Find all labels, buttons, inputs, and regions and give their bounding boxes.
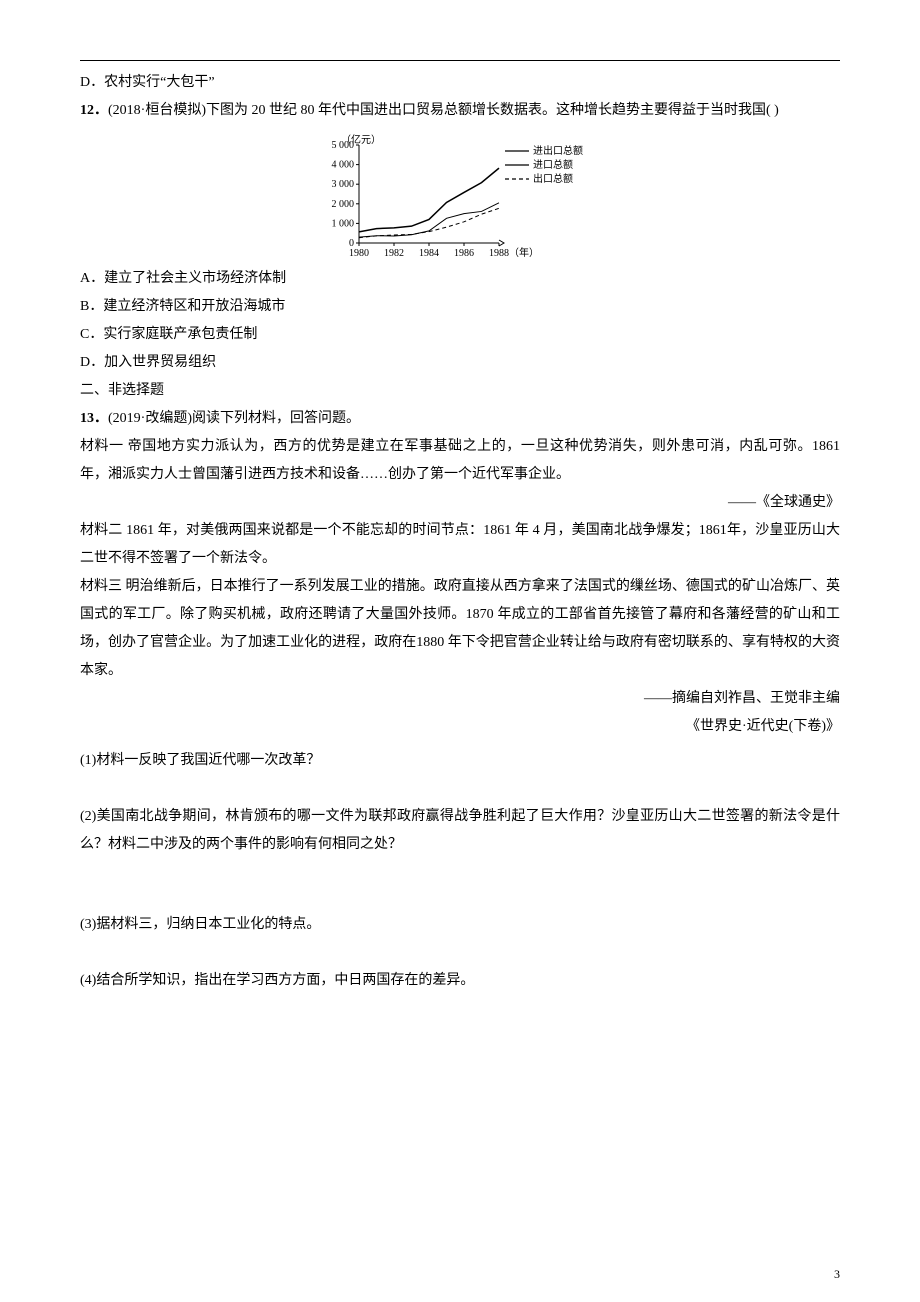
q12-text: (2018·桓台模拟)下图为 20 世纪 80 年代中国进出口贸易总额增长数据表…	[108, 103, 779, 118]
svg-text:1986: 1986	[454, 248, 474, 259]
q13-sub3: (3)据材料三，归纳日本工业化的特点。	[80, 911, 840, 939]
q13-sub2: (2)美国南北战争期间，林肯颁布的哪一文件为联邦政府赢得战争胜利起了巨大作用？沙…	[80, 803, 840, 859]
svg-text:3 000: 3 000	[332, 179, 355, 190]
svg-text:1980: 1980	[349, 248, 369, 259]
q12-option-a: A．建立了社会主义市场经济体制	[80, 265, 840, 293]
chart-container: （亿元）01 0002 0003 0004 0005 0001980198219…	[80, 131, 840, 261]
q13-number: 13．	[80, 411, 108, 426]
q12-number: 12．	[80, 103, 108, 118]
svg-text:5 000: 5 000	[332, 140, 355, 151]
q13-sub1: (1)材料一反映了我国近代哪一次改革？	[80, 747, 840, 775]
q13-stem: 13．(2019·改编题)阅读下列材料，回答问题。	[80, 405, 840, 433]
svg-text:进出口总额: 进出口总额	[533, 144, 583, 157]
material-1-source: ——《全球通史》	[80, 489, 840, 517]
q11-option-d: D．农村实行“大包干”	[80, 69, 840, 97]
material-2: 材料二 1861 年，对美俄两国来说都是一个不能忘却的时间节点：1861 年 4…	[80, 517, 840, 573]
material-3-source-2: 《世界史·近代史(下卷)》	[80, 713, 840, 741]
svg-text:1982: 1982	[384, 248, 404, 259]
svg-text:1988: 1988	[489, 248, 509, 259]
q12-option-c: C．实行家庭联产承包责任制	[80, 321, 840, 349]
svg-text:1 000: 1 000	[332, 218, 355, 229]
trade-line-chart: （亿元）01 0002 0003 0004 0005 0001980198219…	[305, 131, 615, 261]
material-3: 材料三 明治维新后，日本推行了一系列发展工业的措施。政府直接从西方拿来了法国式的…	[80, 573, 840, 685]
svg-text:4 000: 4 000	[332, 160, 355, 171]
material-1: 材料一 帝国地方实力派认为，西方的优势是建立在军事基础之上的，一旦这种优势消失，…	[80, 433, 840, 489]
section-2-heading: 二、非选择题	[80, 377, 840, 405]
page: D．农村实行“大包干” 12．(2018·桓台模拟)下图为 20 世纪 80 年…	[0, 0, 920, 1302]
q12-option-b: B．建立经济特区和开放沿海城市	[80, 293, 840, 321]
page-number: 3	[834, 1267, 840, 1282]
svg-text:1984: 1984	[419, 248, 439, 259]
q13-sub4: (4)结合所学知识，指出在学习西方方面，中日两国存在的差异。	[80, 967, 840, 995]
svg-text:2 000: 2 000	[332, 199, 355, 210]
q12-stem: 12．(2018·桓台模拟)下图为 20 世纪 80 年代中国进出口贸易总额增长…	[80, 97, 840, 125]
svg-text:进口总额: 进口总额	[533, 158, 573, 171]
svg-text:出口总额: 出口总额	[533, 172, 573, 185]
material-3-source-1: ——摘编自刘祚昌、王觉非主编	[80, 685, 840, 713]
svg-text:（年）: （年）	[509, 246, 539, 259]
q13-text: (2019·改编题)阅读下列材料，回答问题。	[108, 411, 360, 426]
top-rule	[80, 60, 840, 61]
q12-option-d: D．加入世界贸易组织	[80, 349, 840, 377]
